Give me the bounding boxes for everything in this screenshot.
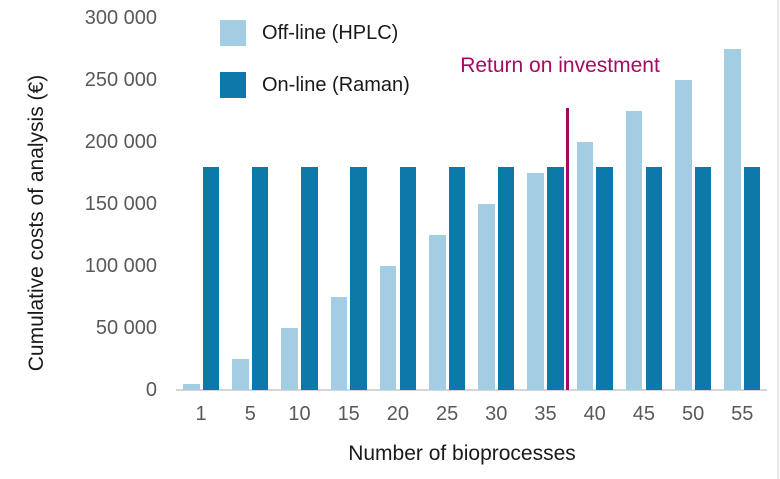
legend-item-online: On-line (Raman) xyxy=(220,72,410,98)
x-tick-label: 15 xyxy=(337,403,360,425)
x-tick-label: 45 xyxy=(632,403,656,425)
bar-online xyxy=(547,166,564,390)
bar-offline xyxy=(183,383,200,390)
legend-item-offline: Off-line (HPLC) xyxy=(220,20,398,46)
x-tick-label: 20 xyxy=(386,403,410,425)
bar-offline xyxy=(379,266,397,390)
bar-offline xyxy=(429,235,446,390)
page-edge-divider xyxy=(777,0,779,479)
bar-offline xyxy=(232,359,249,390)
x-tick-label: 50 xyxy=(681,403,705,425)
y-tick-label: 300 000 xyxy=(84,7,157,29)
bar-online xyxy=(350,166,367,390)
legend-label-online: On-line (Raman) xyxy=(262,73,410,96)
offline-color-swatch xyxy=(220,20,246,46)
roi-annotation-label: Return on investment xyxy=(460,54,660,77)
bar-offline xyxy=(330,297,348,390)
x-tick-label: 30 xyxy=(485,403,508,425)
x-axis-title: Number of bioprocesses xyxy=(348,442,576,465)
x-tick-label: 35 xyxy=(534,403,557,425)
y-tick-label: 200 000 xyxy=(84,131,157,153)
bar-online xyxy=(645,166,662,390)
y-tick-label: 100 000 xyxy=(84,255,157,277)
bar-offline xyxy=(675,80,692,390)
y-tick-label: 150 000 xyxy=(84,193,157,215)
bar-offline xyxy=(527,173,544,390)
y-tick-label: 250 000 xyxy=(84,69,157,91)
bar-online xyxy=(301,166,318,390)
x-tick-label: 25 xyxy=(435,403,459,425)
online-color-swatch xyxy=(220,72,246,98)
bar-online xyxy=(251,166,269,390)
bar-offline xyxy=(281,328,298,390)
bar-online xyxy=(596,166,613,390)
x-tick-label: 55 xyxy=(731,403,754,425)
y-tick-label: 0 xyxy=(145,379,157,401)
bar-online xyxy=(448,166,466,390)
x-tick-label: 1 xyxy=(195,403,207,425)
bar-online xyxy=(743,166,761,390)
x-axis-line xyxy=(176,389,767,391)
bar-offline xyxy=(625,111,643,390)
bar-online xyxy=(399,166,416,390)
bar-online xyxy=(497,166,515,390)
roi-marker-line xyxy=(565,108,569,390)
y-tick-label: 50 000 xyxy=(95,317,157,339)
bar-offline xyxy=(478,204,495,390)
bar-offline xyxy=(576,142,594,390)
x-tick-label: 5 xyxy=(244,403,256,425)
bar-online xyxy=(202,166,220,390)
x-tick-label: 40 xyxy=(583,403,606,425)
x-tick-label: 10 xyxy=(288,403,311,425)
bar-offline xyxy=(724,49,741,390)
legend-label-offline: Off-line (HPLC) xyxy=(262,21,399,44)
bar-online xyxy=(694,166,712,390)
